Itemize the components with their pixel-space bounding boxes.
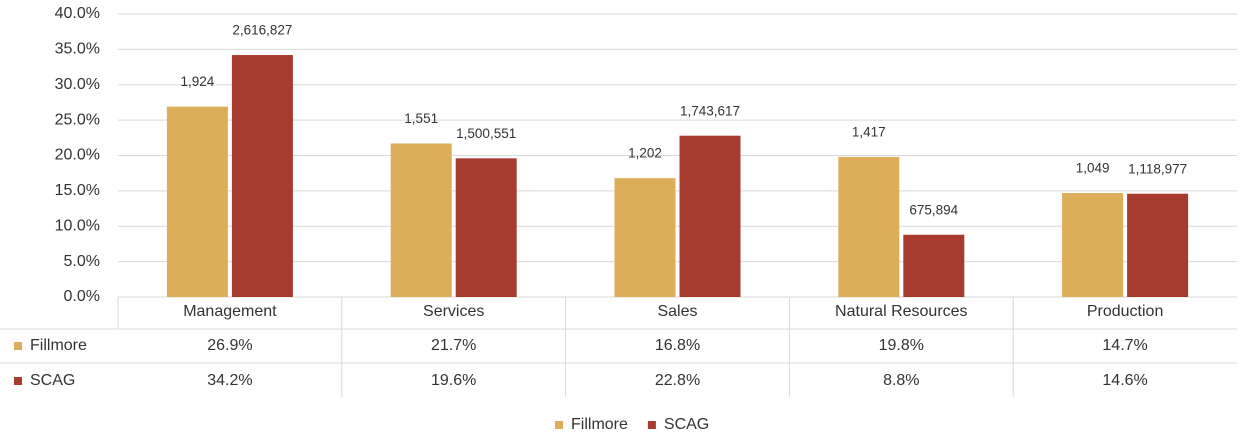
bar	[455, 158, 517, 297]
data-label: 1,500,551	[456, 126, 516, 141]
bar	[838, 156, 900, 297]
y-tick-label: 25.0%	[55, 111, 100, 128]
data-label: 1,924	[181, 74, 215, 89]
table-cell: 14.7%	[1102, 337, 1147, 354]
table-cell: 34.2%	[207, 372, 252, 389]
table-cell: 14.6%	[1102, 372, 1147, 389]
legend-key	[14, 342, 22, 350]
data-label: 1,551	[404, 111, 438, 126]
legend-key	[647, 421, 656, 429]
data-label: 1,049	[1076, 161, 1110, 176]
legend-label: SCAG	[664, 416, 709, 433]
y-tick-label: 0.0%	[64, 288, 100, 305]
y-tick-label: 30.0%	[55, 76, 100, 93]
table-cell: 19.8%	[879, 337, 924, 354]
x-tick-label: Management	[183, 303, 277, 320]
table-cell: 26.9%	[207, 337, 252, 354]
data-label: 1,202	[628, 146, 662, 161]
data-label: 1,743,617	[680, 103, 740, 118]
table-cell: 16.8%	[655, 337, 700, 354]
y-tick-label: 35.0%	[55, 41, 100, 58]
row-header: SCAG	[30, 372, 75, 389]
bar	[166, 106, 228, 298]
bar	[679, 135, 741, 297]
y-tick-label: 5.0%	[64, 253, 100, 270]
bar	[1127, 193, 1189, 297]
table-cell: 21.7%	[431, 337, 476, 354]
x-tick-label: Natural Resources	[835, 303, 968, 320]
x-tick-label: Services	[423, 303, 484, 320]
bar	[614, 178, 676, 297]
y-tick-label: 40.0%	[55, 5, 100, 22]
y-tick-label: 20.0%	[55, 147, 100, 164]
x-tick-label: Production	[1087, 303, 1164, 320]
data-label: 1,118,977	[1128, 161, 1187, 176]
table-cell: 8.8%	[883, 372, 919, 389]
bar	[903, 234, 965, 297]
legend-key	[555, 421, 563, 429]
data-label: 675,894	[909, 202, 958, 217]
table-cell: 19.6%	[431, 372, 476, 389]
data-label: 1,417	[852, 124, 886, 139]
table-cell: 22.8%	[655, 372, 700, 389]
bar	[231, 55, 293, 297]
legend-label: Fillmore	[571, 416, 628, 433]
data-label: 2,616,827	[232, 23, 292, 38]
legend-key	[14, 377, 22, 385]
bar	[1062, 192, 1124, 297]
x-tick-label: Sales	[657, 303, 697, 320]
y-tick-label: 10.0%	[55, 217, 100, 234]
row-header: Fillmore	[30, 337, 87, 354]
y-tick-label: 15.0%	[55, 182, 100, 199]
bar	[390, 143, 452, 297]
